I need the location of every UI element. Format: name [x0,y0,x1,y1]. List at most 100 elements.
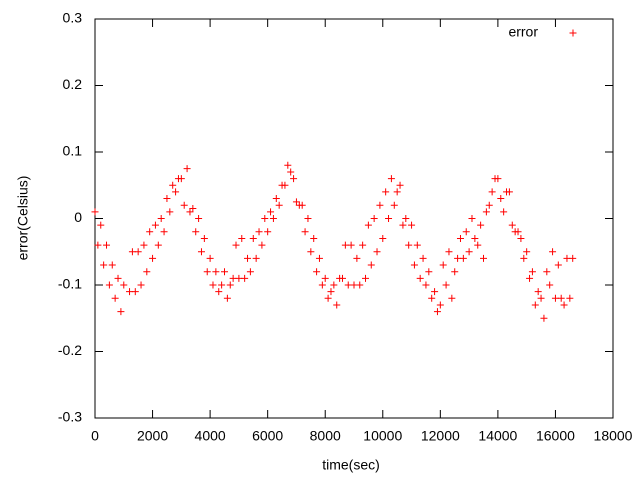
point [310,234,318,242]
point [402,215,410,222]
point [422,281,430,289]
point [249,234,257,242]
point [387,175,395,183]
point [528,268,536,276]
point [203,268,211,276]
point [324,294,332,302]
x-tick-label: 8000 [310,428,341,444]
point [275,201,283,209]
point [108,261,116,269]
point [114,274,122,282]
point [304,215,312,222]
point [356,281,364,289]
point [221,268,228,276]
point [497,195,505,203]
point [292,198,300,206]
point [189,205,197,213]
point [419,254,427,262]
point [151,221,159,229]
point [290,175,298,183]
point [307,248,315,256]
point [425,268,433,276]
point [554,261,562,269]
point [174,175,182,183]
point [327,288,335,296]
point [488,188,496,196]
point [218,281,226,289]
point [192,228,200,236]
point [520,254,528,262]
y-tick-label: 0.1 [63,143,83,159]
point [410,261,418,269]
point [413,241,421,249]
point [503,188,511,196]
point [284,161,292,169]
point [157,215,165,222]
point [379,234,387,242]
point [315,254,323,262]
point [362,274,370,282]
point [526,274,534,282]
point [396,181,404,189]
point [560,301,568,309]
point [244,254,252,262]
point [131,288,139,296]
point [91,208,99,216]
point [399,221,407,229]
point [333,301,341,309]
point [370,215,378,222]
point [267,208,275,216]
point [241,274,249,282]
point [105,281,113,289]
point [482,208,490,216]
point [321,274,329,282]
legend-marker [569,29,577,37]
point [172,188,180,196]
point [347,241,355,249]
point [246,268,254,276]
point [209,281,217,289]
point [390,201,398,209]
point [255,228,263,236]
point [431,288,439,296]
point [445,248,453,256]
point [442,281,450,289]
point [448,294,456,302]
point [264,228,272,236]
point [226,281,234,289]
plot-border [94,18,614,419]
point [197,248,205,256]
point [428,294,436,302]
y-tick-label: 0 [74,209,82,225]
point [408,221,416,229]
x-tick-label: 4000 [195,428,226,444]
point [557,294,565,302]
point [215,288,223,296]
point [393,188,401,196]
point [336,274,344,282]
point [212,268,220,276]
x-tick-label: 2000 [137,428,168,444]
point [373,248,381,256]
x-tick-label: 0 [91,428,99,444]
point [531,301,539,309]
x-tick-label: 6000 [252,428,283,444]
point [523,248,531,256]
y-tick-label: 0.3 [63,10,83,26]
point [183,165,191,173]
point [186,208,194,216]
point [405,241,413,249]
point [543,268,551,276]
point [353,254,361,262]
point [537,294,545,302]
point [382,188,390,196]
point [146,228,154,236]
y-tick-label: -0.1 [58,276,82,292]
point [223,294,231,302]
x-axis-label: time(sec) [322,457,380,473]
point [456,234,464,242]
point [252,254,260,262]
point [480,254,487,262]
point [517,234,525,242]
